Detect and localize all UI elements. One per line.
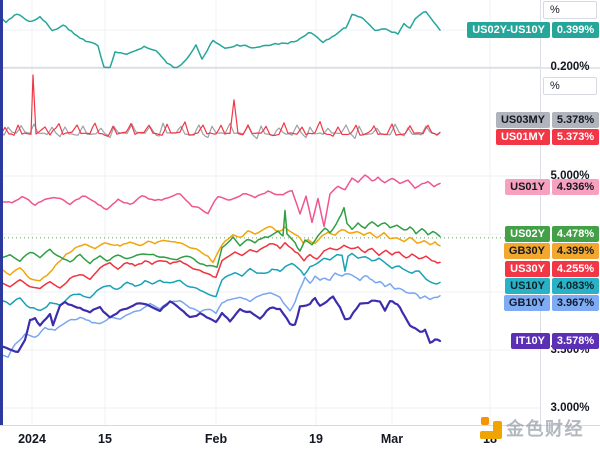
badge-symbol: US30Y	[505, 261, 550, 277]
badge-symbol: US10Y	[505, 278, 550, 294]
series-line-US02Y-US10Y	[0, 11, 441, 69]
series-line-GB30Y	[0, 225, 441, 282]
badge-symbol: GB30Y	[503, 243, 550, 259]
badge-value: 3.578%	[552, 333, 599, 349]
badge-value: 4.083%	[552, 278, 599, 294]
price-badge-IT10Y[interactable]: IT10Y 3.578%	[510, 333, 599, 349]
price-badge-US10Y[interactable]: US10Y 4.083%	[505, 278, 599, 294]
price-badge-US01MY[interactable]: US01MY 5.373%	[495, 129, 599, 145]
price-badge-US01Y[interactable]: US01Y 4.936%	[505, 179, 599, 195]
price-tick: 3.000%	[550, 402, 590, 414]
time-tick: 19	[309, 432, 323, 446]
badge-value: 4.936%	[552, 179, 599, 195]
price-badge-GB10Y[interactable]: GB10Y 3.967%	[503, 295, 599, 311]
series-line-US01Y	[0, 174, 441, 228]
badge-value: 4.478%	[552, 226, 599, 242]
badge-symbol: US02Y-US10Y	[467, 22, 550, 38]
time-tick: Mar	[380, 432, 404, 446]
series-line-GB10Y	[0, 272, 441, 358]
price-badge-US30Y[interactable]: US30Y 4.255%	[505, 261, 599, 277]
price-badge-US03MY[interactable]: US03MY 5.378%	[495, 112, 599, 128]
time-tick: 2024	[18, 432, 46, 446]
pane2-unit-button[interactable]: %	[543, 77, 597, 95]
badge-value: 4.255%	[552, 261, 599, 277]
badge-symbol: GB10Y	[503, 295, 550, 311]
series-line-US30Y	[0, 241, 441, 290]
badge-symbol: US02Y	[505, 226, 550, 242]
badge-symbol: US03MY	[495, 112, 550, 128]
badge-symbol: US01MY	[495, 129, 550, 145]
series-line-US01MY	[0, 74, 441, 137]
badge-value: 0.399%	[552, 22, 599, 38]
time-tick: 15	[98, 432, 112, 446]
pane1-unit-button[interactable]: %	[543, 1, 597, 19]
price-badge-US02Y-US10Y[interactable]: US02Y-US10Y 0.399%	[467, 22, 599, 38]
price-tick: 0.200%	[550, 61, 590, 73]
badge-value: 4.399%	[552, 243, 599, 259]
series-line-US10Y	[0, 252, 441, 312]
series-line-US03MY	[0, 122, 441, 140]
time-tick: 18	[483, 432, 497, 446]
badge-value: 5.378%	[552, 112, 599, 128]
series-line-IT10Y	[0, 295, 442, 353]
price-badge-GB30Y[interactable]: GB30Y 4.399%	[503, 243, 599, 259]
badge-symbol: IT10Y	[510, 333, 550, 349]
time-tick: Feb	[204, 432, 228, 446]
badge-symbol: US01Y	[505, 179, 550, 195]
price-chart-canvas[interactable]	[0, 0, 600, 425]
badge-value: 3.967%	[552, 295, 599, 311]
series-line-US02Y	[0, 206, 441, 269]
badge-value: 5.373%	[552, 129, 599, 145]
price-badge-US02Y[interactable]: US02Y 4.478%	[505, 226, 599, 242]
